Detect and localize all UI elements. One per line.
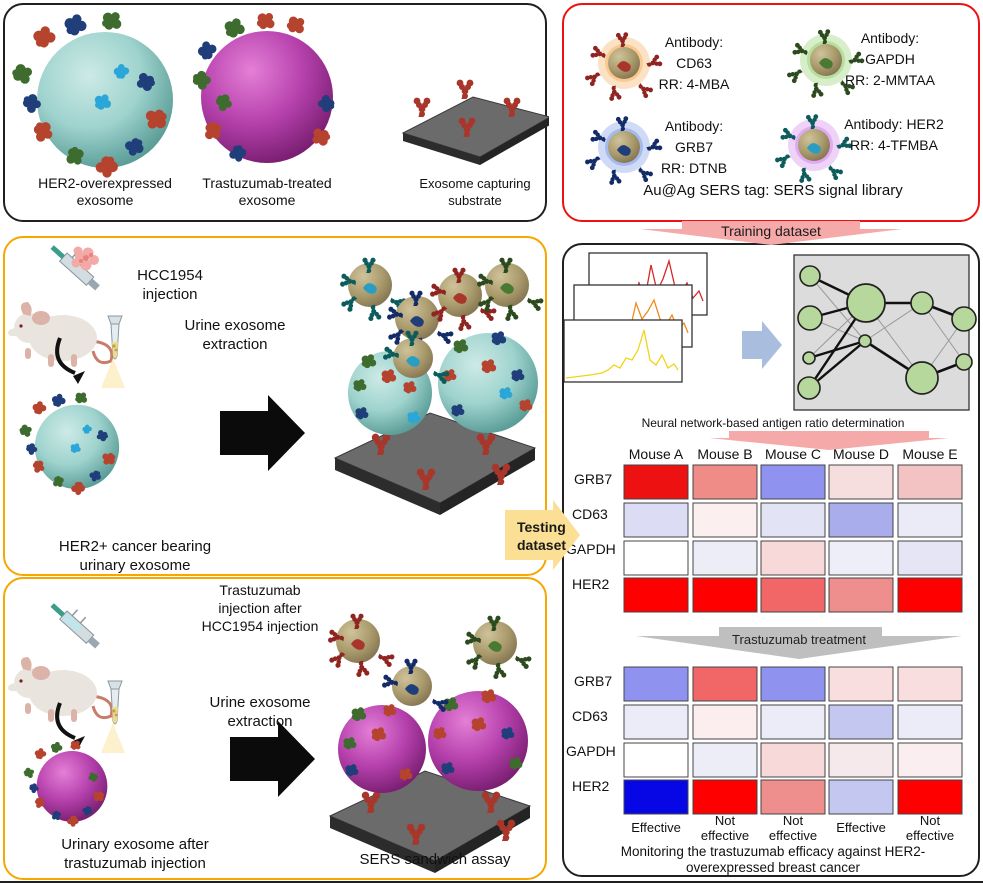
svg-text:HER2+ cancer bearing: HER2+ cancer bearing [59, 538, 211, 555]
svg-text:RR: DTNB: RR: DTNB [661, 160, 727, 176]
svg-text:Mouse D: Mouse D [833, 446, 889, 462]
svg-text:GRB7: GRB7 [574, 471, 612, 487]
svg-text:RR: 2-MMTAA: RR: 2-MMTAA [845, 72, 936, 88]
svg-text:HER2: HER2 [572, 778, 610, 794]
svg-text:Training dataset: Training dataset [721, 223, 821, 239]
svg-text:GRB7: GRB7 [574, 673, 612, 689]
svg-text:Antibody:: Antibody: [861, 30, 919, 46]
svg-text:Mouse E: Mouse E [902, 446, 957, 462]
svg-text:effective: effective [701, 828, 749, 843]
svg-text:effective: effective [769, 828, 817, 843]
svg-text:Not: Not [715, 813, 736, 828]
svg-text:Trastuzumab treatment: Trastuzumab treatment [732, 632, 866, 647]
svg-text:trastuzumab injection: trastuzumab injection [64, 855, 206, 872]
svg-text:Exosome capturing: Exosome capturing [419, 176, 530, 191]
svg-text:GAPDH: GAPDH [566, 743, 616, 759]
svg-text:RR: 4-TFMBA: RR: 4-TFMBA [850, 137, 939, 153]
svg-text:Not: Not [783, 813, 804, 828]
svg-text:injection: injection [142, 286, 197, 303]
svg-text:Mouse A: Mouse A [629, 446, 684, 462]
svg-text:urinary exosome: urinary exosome [80, 557, 191, 574]
svg-text:Urinary exosome after: Urinary exosome after [61, 836, 209, 853]
svg-text:RR: 4-MBA: RR: 4-MBA [659, 76, 730, 92]
svg-text:HCC1954 injection: HCC1954 injection [202, 618, 319, 634]
svg-text:dataset: dataset [517, 537, 566, 553]
svg-text:Monitoring the trastuzumab eff: Monitoring the trastuzumab efficacy agai… [621, 844, 925, 859]
svg-text:Antibody: HER2: Antibody: HER2 [844, 116, 944, 132]
svg-text:GAPDH: GAPDH [865, 51, 915, 67]
svg-text:exosome: exosome [77, 192, 134, 208]
svg-text:SERS sandwich assay: SERS sandwich assay [360, 851, 511, 868]
svg-text:Urine exosome: Urine exosome [210, 694, 311, 711]
svg-text:Effective: Effective [836, 820, 886, 835]
svg-text:substrate: substrate [448, 193, 501, 208]
svg-text:Au@Ag SERS tag: SERS signal li: Au@Ag SERS tag: SERS signal library [643, 182, 903, 199]
svg-text:Antibody:: Antibody: [665, 34, 723, 50]
svg-text:Mouse C: Mouse C [765, 446, 821, 462]
svg-text:exosome: exosome [239, 192, 296, 208]
svg-text:Trastuzumab: Trastuzumab [219, 582, 300, 598]
svg-text:Not: Not [920, 813, 941, 828]
svg-text:Mouse B: Mouse B [697, 446, 752, 462]
svg-text:overexpressed breast cancer: overexpressed breast cancer [686, 860, 861, 875]
svg-text:HCC1954: HCC1954 [137, 267, 203, 284]
svg-text:Urine exosome: Urine exosome [185, 317, 286, 334]
svg-text:Effective: Effective [631, 820, 681, 835]
svg-text:CD63: CD63 [572, 708, 608, 724]
svg-text:effective: effective [906, 828, 954, 843]
svg-text:CD63: CD63 [676, 55, 712, 71]
svg-text:Testing: Testing [517, 519, 566, 535]
svg-text:HER2-overexpressed: HER2-overexpressed [38, 175, 172, 191]
svg-text:Antibody:: Antibody: [665, 118, 723, 134]
svg-text:GRB7: GRB7 [675, 139, 713, 155]
svg-text:Trastuzumab-treated: Trastuzumab-treated [202, 175, 331, 191]
svg-text:extraction: extraction [202, 336, 267, 353]
svg-text:injection after: injection after [218, 600, 302, 616]
